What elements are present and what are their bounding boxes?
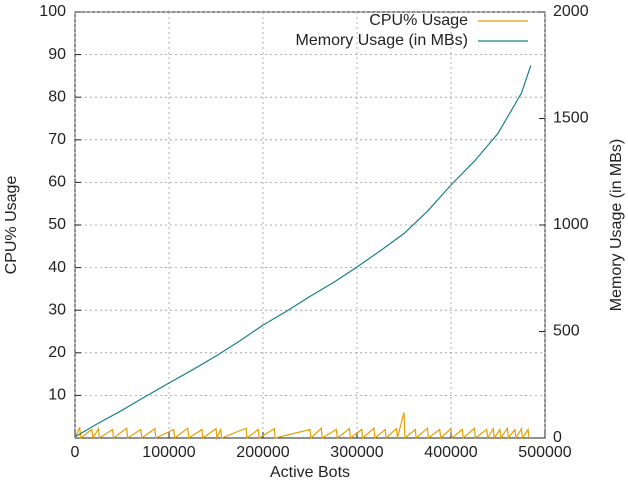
y-tick-label: 60 bbox=[48, 174, 66, 191]
x-axis-label: Active Bots bbox=[270, 464, 350, 481]
x-tick-label: 100000 bbox=[142, 444, 195, 461]
y2-tick-label: 2000 bbox=[553, 3, 589, 20]
x-tick-label: 400000 bbox=[424, 444, 477, 461]
legend-label: Memory Usage (in MBs) bbox=[296, 32, 468, 49]
y-tick-label: 30 bbox=[48, 301, 66, 318]
x-tick-label: 200000 bbox=[236, 444, 289, 461]
y2-axis-label: Memory Usage (in MBs) bbox=[608, 139, 625, 311]
y-tick-label: 100 bbox=[39, 3, 66, 20]
y-tick-label: 80 bbox=[48, 88, 66, 105]
y-tick-label: 70 bbox=[48, 131, 66, 148]
y2-tick-label: 1000 bbox=[553, 216, 589, 233]
x-tick-label: 500000 bbox=[518, 444, 571, 461]
y-tick-label: 40 bbox=[48, 259, 66, 276]
x-tick-label: 300000 bbox=[330, 444, 383, 461]
y2-tick-label: 500 bbox=[553, 323, 580, 340]
y-tick-label: 20 bbox=[48, 344, 66, 361]
y-axis-label: CPU% Usage bbox=[3, 176, 20, 275]
y-tick-label: 90 bbox=[48, 46, 66, 63]
y-tick-label: 50 bbox=[48, 216, 66, 233]
series-line bbox=[74, 65, 532, 438]
legend-label: CPU% Usage bbox=[369, 12, 468, 29]
y2-tick-label: 1500 bbox=[553, 110, 589, 127]
y-tick-label: 10 bbox=[48, 387, 66, 404]
x-tick-label: 0 bbox=[71, 444, 80, 461]
y2-tick-label: 0 bbox=[553, 429, 562, 446]
series-line bbox=[74, 412, 530, 441]
